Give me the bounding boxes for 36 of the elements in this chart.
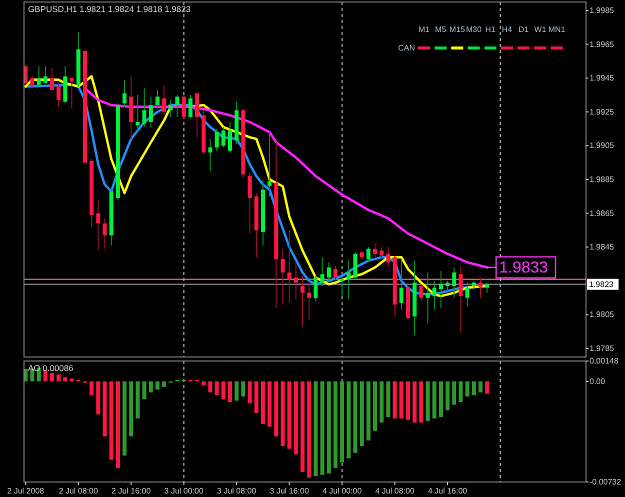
y-tick-label: 0.00: [590, 376, 606, 386]
x-tick-label: 4 Jul 00:00: [322, 486, 362, 496]
annotation: CAN: [398, 44, 416, 52]
x-tick-label: 2 Jul 2008: [7, 486, 45, 496]
x-tick-label: 4 Jul 16:00: [428, 486, 468, 496]
y-tick-label: 1.9845: [590, 242, 615, 252]
y-tick-label: 1.9965: [590, 40, 615, 49]
y-tick-label: 1.9805: [590, 310, 615, 320]
chart-title: AO 0.00086: [28, 363, 74, 373]
annotation: H4: [502, 25, 513, 34]
x-tick-label: 3 Jul 08:00: [217, 486, 257, 496]
x-tick-label: 2 Jul 16:00: [112, 486, 152, 496]
annotation: W1: [534, 25, 547, 34]
chart-title: GBPUSD,H1 1.9821 1.9824 1.9818 1.9823: [28, 4, 191, 14]
y-tick-label: 1.9925: [590, 107, 615, 116]
annotation: M30: [466, 25, 482, 34]
annotation: M5: [435, 25, 447, 34]
annotation: M1: [418, 25, 430, 34]
y-tick-label: 1.9865: [590, 208, 615, 218]
annotation: MN1: [548, 25, 566, 34]
y-tick-label: 1.9905: [590, 141, 615, 150]
y-tick-label: 0.00148: [590, 356, 619, 366]
x-tick-label: 3 Jul 16:00: [270, 486, 310, 496]
y-tick-label: -0.00732: [590, 478, 622, 486]
y-tick-label: 1.9785: [590, 344, 615, 354]
y-tick-label: 1.9945: [590, 74, 615, 83]
y-tick-label: 1.9885: [590, 175, 615, 184]
x-tick-label: 3 Jul 00:00: [164, 486, 204, 496]
x-tick-label: 2 Jul 08:00: [58, 486, 99, 496]
ref-line-label: 1.9823: [589, 280, 614, 289]
y-tick-label: 1.9985: [590, 6, 615, 15]
x-tick-label: 4 Jul 08:00: [375, 486, 415, 496]
annotation: D1: [518, 25, 530, 34]
annotation: H1: [485, 25, 496, 34]
annotation: M15: [449, 25, 466, 34]
annotation: 1.9833: [499, 259, 548, 276]
